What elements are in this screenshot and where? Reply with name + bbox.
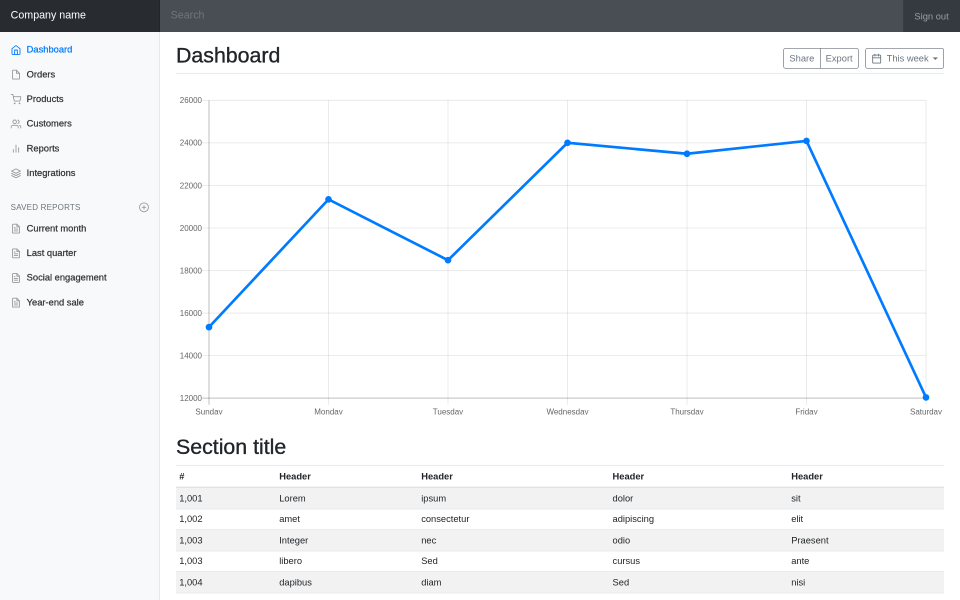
svg-text:12000: 12000 [180,394,203,403]
svg-text:Sunday: Sunday [195,408,222,415]
svg-text:Wednesday: Wednesday [546,408,588,415]
svg-text:16000: 16000 [180,309,203,318]
svg-text:Thursday: Thursday [670,408,703,415]
svg-text:18000: 18000 [180,267,203,276]
svg-text:20000: 20000 [180,224,203,233]
svg-text:Monday: Monday [314,408,342,415]
svg-text:14000: 14000 [180,352,203,361]
svg-text:24000: 24000 [180,139,203,148]
svg-text:Tuesday: Tuesday [433,408,463,415]
svg-text:26000: 26000 [180,96,203,105]
svg-text:Saturday: Saturday [910,408,942,415]
svg-text:22000: 22000 [180,182,203,191]
svg-text:Friday: Friday [795,408,817,415]
